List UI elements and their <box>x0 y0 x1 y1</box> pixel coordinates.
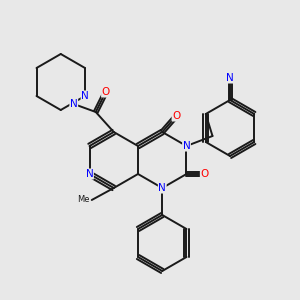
Text: O: O <box>102 87 110 97</box>
Text: O: O <box>172 111 180 121</box>
Text: N: N <box>183 141 190 151</box>
Text: O: O <box>200 169 208 179</box>
Text: N: N <box>70 99 78 109</box>
Text: Me: Me <box>77 196 90 205</box>
Text: N: N <box>226 73 234 83</box>
Text: N: N <box>81 91 89 101</box>
Text: N: N <box>85 169 93 179</box>
Text: N: N <box>158 183 166 193</box>
